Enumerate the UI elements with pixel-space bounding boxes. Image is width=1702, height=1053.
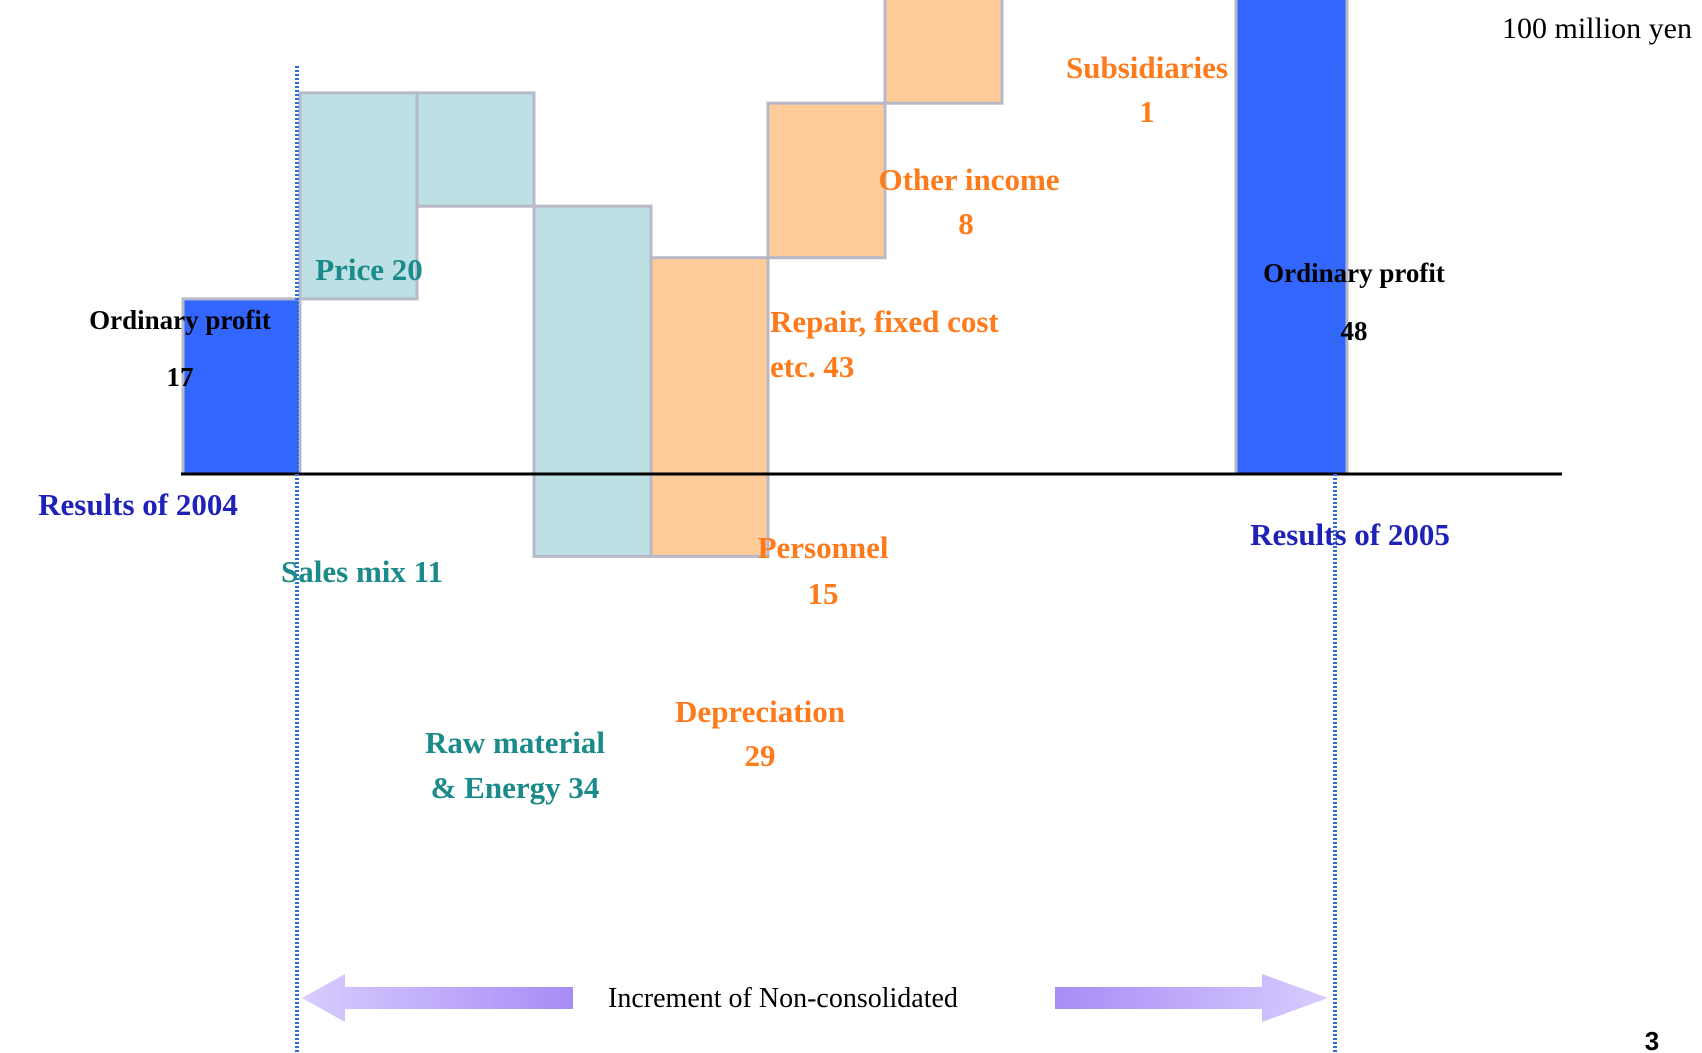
end-base-label: Results of 2005: [1250, 517, 1450, 552]
step-label-other-income-line1: Other income: [878, 162, 1059, 197]
page-number: 3: [1645, 1026, 1659, 1053]
start-total-value: 17: [167, 362, 194, 392]
step-label-personnel-line2: 15: [808, 576, 839, 611]
start-base-label: Results of 2004: [38, 487, 238, 522]
bar-step-depreciation: [649, 256, 770, 558]
step-label-price: Price 20: [315, 252, 423, 287]
bar-step-sales-mix: [415, 91, 536, 208]
bar-step-personnel: [766, 101, 887, 260]
span-arrow-left: [302, 974, 573, 1022]
bar-end-total: [1234, 0, 1349, 476]
start-total-label: Ordinary profit: [89, 305, 271, 335]
end-total-value: 48: [1341, 316, 1368, 346]
span-arrow-right: [1055, 974, 1328, 1022]
step-label-repair-line1: Repair, fixed cost: [770, 304, 999, 339]
step-label-raw-material-line2: & Energy 34: [431, 770, 600, 805]
step-label-raw-material-line1: Raw material: [425, 725, 605, 760]
bar-step-price: [298, 91, 419, 301]
step-label-personnel-line1: Personnel: [758, 530, 889, 565]
span-label: Increment of Non-consolidated: [608, 983, 958, 1014]
step-label-other-income-line2: 8: [958, 206, 974, 241]
bar-start-total: [181, 297, 302, 476]
step-label-depreciation-line1: Depreciation: [675, 694, 845, 729]
bars-layer: [181, 0, 1349, 558]
step-label-depreciation-line2: 29: [745, 738, 776, 773]
unit-label: 100 million yen: [1502, 12, 1692, 45]
step-label-repair-line2: etc. 43: [770, 349, 854, 384]
step-label-subsidiaries-line1: Subsidiaries: [1066, 50, 1228, 85]
step-label-sales-mix: Sales mix 11: [281, 554, 443, 589]
step-label-subsidiaries-line2: 1: [1139, 94, 1155, 129]
bar-step-raw-material: [532, 204, 653, 558]
end-total-label: Ordinary profit: [1263, 258, 1445, 288]
bar-step-repair: [883, 0, 1004, 105]
